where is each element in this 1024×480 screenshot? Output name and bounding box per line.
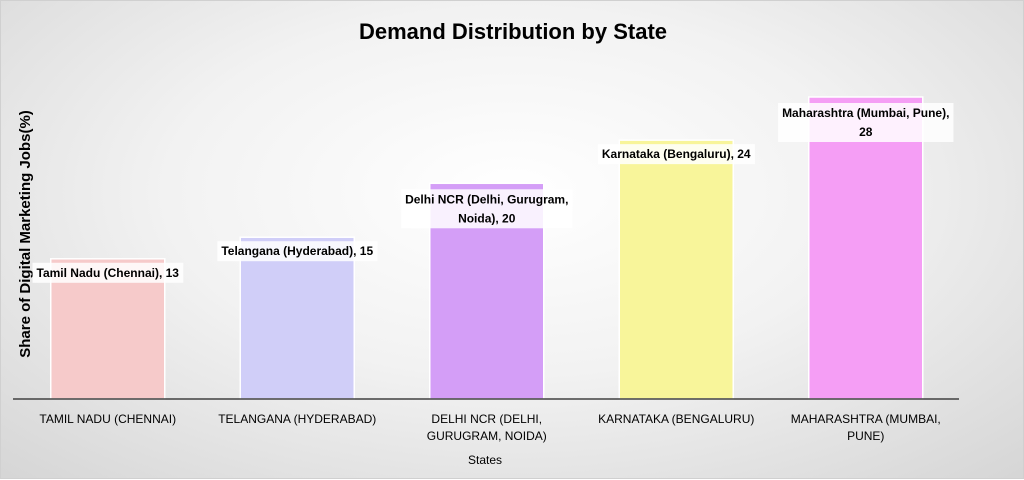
category-labels: TAMIL NADU (CHENNAI) TELANGANA (HYDERABAD… bbox=[39, 412, 940, 443]
data-labels: Tamil Nadu (Chennai), 13 Telangana (Hyder… bbox=[32, 103, 954, 283]
bar bbox=[808, 96, 924, 400]
data-label-text: Karnataka (Bengaluru), 24 bbox=[602, 147, 751, 161]
data-label-box bbox=[778, 103, 954, 142]
x-tick-label: KARNATAKA (BENGALURU) bbox=[598, 412, 754, 426]
data-label: Delhi NCR (Delhi, Gurugram, Noida), 20 bbox=[401, 189, 573, 229]
x-tick-label: TELANGANA (HYDERABAD) bbox=[218, 412, 376, 426]
y-axis-label: Share of Digital Marketing Jobs(%) bbox=[17, 110, 34, 358]
data-label-text: Delhi NCR (Delhi, Gurugram, Noida), 20 bbox=[405, 192, 568, 225]
x-tick-label: MAHARASHTRA (MUMBAI, PUNE) bbox=[791, 412, 941, 443]
data-label: Karnataka (Bengaluru), 24 bbox=[597, 144, 755, 165]
data-label-box bbox=[401, 189, 573, 229]
x-tick-label: TAMIL NADU (CHENNAI) bbox=[39, 412, 176, 426]
x-axis-label: States bbox=[468, 453, 502, 467]
bar bbox=[239, 236, 355, 400]
data-label-text: Telangana (Hyderabad), 15 bbox=[221, 244, 373, 258]
bars-group bbox=[50, 96, 924, 400]
data-label: Tamil Nadu (Chennai), 13 bbox=[32, 262, 184, 283]
chart-title: Demand Distribution by State bbox=[359, 19, 667, 44]
data-label-box bbox=[217, 241, 378, 262]
bar bbox=[618, 139, 734, 400]
data-label: Maharashtra (Mumbai, Pune), 28 bbox=[778, 103, 954, 142]
data-label: Telangana (Hyderabad), 15 bbox=[217, 241, 378, 262]
data-label-text: Maharashtra (Mumbai, Pune), 28 bbox=[782, 106, 949, 139]
data-label-box bbox=[32, 262, 184, 283]
data-label-text: Tamil Nadu (Chennai), 13 bbox=[37, 266, 180, 280]
data-label-box bbox=[597, 144, 755, 165]
x-tick-label: DELHI NCR (DELHI, GURUGRAM, NOIDA) bbox=[427, 412, 547, 443]
